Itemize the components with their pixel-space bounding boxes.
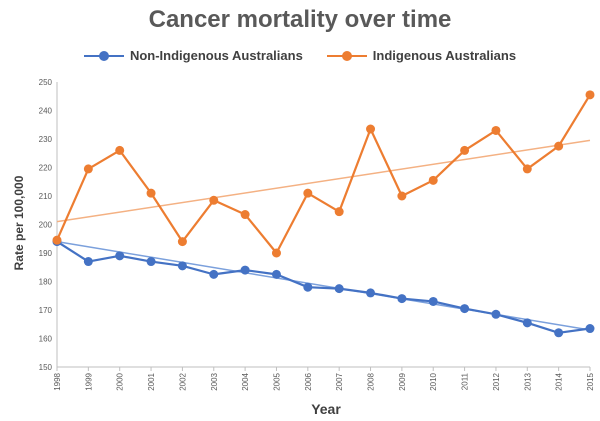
legend-swatch-non-indigenous [83, 50, 124, 62]
data-point-series-1 [585, 90, 595, 100]
data-point-series-1 [554, 141, 564, 151]
y-tick-label: 250 [39, 78, 53, 87]
x-tick-label: 2015 [586, 372, 595, 390]
data-point-series-0 [334, 284, 344, 294]
y-tick-label: 230 [39, 135, 53, 144]
data-point-series-1 [271, 248, 281, 258]
data-point-series-0 [522, 318, 532, 328]
x-axis-label: Year [311, 401, 341, 417]
x-tick-label: 2012 [492, 372, 501, 390]
y-axis-label: Rate per 100,000 [12, 175, 26, 270]
x-tick-label: 2004 [241, 372, 250, 390]
data-point-series-1 [146, 188, 156, 198]
data-point-series-1 [491, 125, 501, 135]
data-point-series-0 [240, 265, 250, 275]
x-tick-label: 2001 [147, 372, 156, 390]
data-point-series-0 [460, 304, 470, 314]
data-point-series-0 [209, 269, 219, 279]
x-tick-label: 2013 [523, 372, 532, 390]
data-point-series-1 [428, 175, 438, 185]
y-tick-label: 150 [39, 363, 53, 372]
chart-title: Cancer mortality over time [148, 6, 452, 33]
legend-item-non-indigenous: Non-Indigenous Australians [83, 48, 303, 63]
x-tick-label: 2002 [178, 372, 187, 390]
data-point-series-0 [303, 282, 313, 292]
data-point-series-0 [397, 294, 407, 304]
x-tick-label: 2006 [304, 372, 313, 390]
x-tick-label: 2009 [398, 372, 407, 390]
x-tick-label: 1998 [53, 372, 62, 390]
data-point-series-0 [83, 257, 93, 267]
data-point-series-0 [491, 309, 501, 319]
x-tick-label: 2003 [210, 372, 219, 390]
series-line-0 [56, 240, 591, 334]
y-tick-label: 190 [39, 249, 53, 258]
data-point-series-0 [366, 288, 376, 298]
data-point-series-0 [115, 251, 125, 261]
data-point-series-0 [177, 261, 187, 271]
data-point-series-1 [240, 210, 250, 220]
trendline-series-1 [56, 139, 591, 223]
x-tick-label: 2008 [367, 372, 376, 390]
x-tick-label: 2007 [335, 372, 344, 390]
y-tick-label: 220 [39, 164, 53, 173]
legend-label-non-indigenous: Non-Indigenous Australians [129, 48, 303, 63]
x-tick-label: 2011 [461, 372, 470, 390]
y-tick-label: 160 [39, 335, 53, 344]
x-tick-label: 2000 [116, 372, 125, 390]
data-point-series-0 [554, 328, 564, 338]
trendline-series-0 [56, 240, 591, 331]
data-point-series-1 [52, 235, 62, 245]
data-point-series-1 [83, 164, 93, 174]
legend: Non-Indigenous Australians Indigenous Au… [0, 48, 600, 63]
x-tick-label: 2014 [555, 372, 564, 390]
y-tick-label: 180 [39, 278, 53, 287]
x-tick-label: 1999 [84, 372, 93, 390]
data-point-series-1 [522, 164, 532, 174]
data-point-series-1 [397, 191, 407, 201]
x-tick-label: 2005 [272, 372, 281, 390]
data-point-series-1 [460, 145, 470, 155]
data-point-series-1 [115, 145, 125, 155]
data-point-series-1 [366, 124, 376, 134]
legend-item-indigenous: Indigenous Australians [326, 48, 517, 63]
data-point-series-1 [209, 195, 219, 205]
data-point-series-0 [585, 324, 595, 334]
data-point-series-0 [271, 269, 281, 279]
y-tick-label: 200 [39, 221, 53, 230]
series-line-1 [55, 94, 591, 255]
y-tick-label: 240 [39, 107, 53, 116]
legend-label-indigenous: Indigenous Australians [372, 48, 517, 63]
legend-swatch-indigenous [326, 50, 367, 62]
x-tick-label: 2010 [429, 372, 438, 390]
data-point-series-1 [334, 207, 344, 217]
y-tick-label: 170 [39, 306, 53, 315]
data-point-series-1 [177, 237, 187, 247]
y-tick-label: 210 [39, 192, 53, 201]
data-point-series-0 [428, 296, 438, 306]
data-point-series-0 [146, 257, 156, 267]
data-point-series-1 [303, 188, 313, 198]
